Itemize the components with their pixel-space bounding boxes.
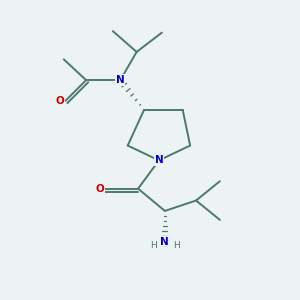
Text: H: H xyxy=(173,241,179,250)
Text: N: N xyxy=(154,155,163,165)
Text: N: N xyxy=(160,237,169,247)
Text: N: N xyxy=(116,75,125,85)
Text: O: O xyxy=(96,184,104,194)
Text: H: H xyxy=(150,241,157,250)
Text: O: O xyxy=(56,96,64,106)
